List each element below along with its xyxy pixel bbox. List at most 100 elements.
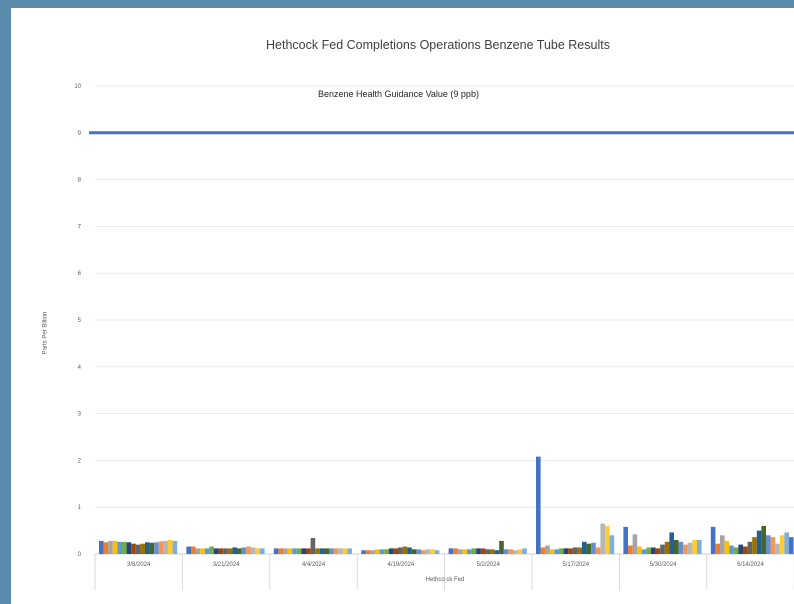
bar: [448, 548, 454, 554]
bar: [430, 549, 435, 554]
x-tick-label: 5/2/2024: [477, 562, 501, 568]
bar: [163, 540, 168, 554]
bar: [347, 548, 352, 554]
bar: [246, 546, 251, 554]
bar: [480, 548, 486, 554]
bar: [789, 537, 794, 554]
bar: [333, 548, 339, 554]
bar: [388, 548, 394, 554]
bar: [609, 535, 615, 554]
bar: [563, 548, 569, 554]
bar: [117, 541, 122, 554]
bar: [393, 548, 398, 554]
bar: [342, 548, 348, 554]
bar: [296, 548, 302, 554]
y-tick-label: 6: [78, 271, 82, 277]
bar: [770, 537, 776, 554]
bar: [186, 546, 191, 554]
bar: [329, 548, 334, 554]
bar: [623, 526, 628, 554]
bar: [218, 548, 224, 554]
bar: [697, 539, 702, 554]
bar: [733, 547, 739, 554]
bar: [605, 525, 610, 554]
bar: [324, 548, 329, 554]
x-axis-label: Hethco ck Fed: [425, 577, 465, 583]
y-axis-label: Parts Per Billion: [42, 311, 49, 355]
bar: [425, 549, 431, 554]
bar: [306, 548, 311, 554]
bar: [283, 548, 288, 554]
bar: [379, 549, 385, 554]
bar: [766, 535, 771, 554]
bar: [628, 545, 633, 554]
bar: [204, 548, 210, 554]
bar: [209, 546, 214, 554]
bar: [172, 540, 178, 554]
y-tick-label: 0: [78, 552, 82, 558]
y-tick-label: 1: [78, 505, 82, 511]
bar: [545, 545, 550, 554]
bar: [195, 548, 201, 554]
bar: [724, 540, 730, 554]
bar: [278, 548, 283, 554]
bar: [517, 549, 523, 554]
bar: [131, 543, 136, 554]
bar: [485, 549, 490, 554]
bar: [241, 547, 247, 554]
bar: [678, 541, 684, 554]
bar: [586, 543, 592, 554]
bar: [747, 541, 753, 554]
chart-title: Hethcock Fed Completions Operations Benz…: [266, 38, 610, 52]
bar: [310, 538, 316, 554]
bar: [250, 547, 256, 554]
reference-line-label: Benzene Health Guidance Value (9 ppb): [318, 89, 479, 99]
bar: [260, 548, 265, 554]
y-tick-label: 5: [78, 318, 82, 324]
bar: [669, 532, 674, 554]
bar: [292, 548, 297, 554]
x-tick-label: 5/30/2024: [650, 562, 677, 568]
bar: [738, 544, 743, 554]
y-tick-label: 9: [78, 131, 82, 137]
bar: [140, 543, 145, 554]
bar: [720, 535, 725, 554]
bar: [471, 548, 477, 554]
bar: [692, 539, 697, 554]
bar: [503, 549, 509, 554]
bar: [319, 548, 325, 554]
bar: [775, 543, 780, 554]
y-tick-label: 3: [78, 412, 82, 418]
bar: [214, 548, 219, 554]
bar: [103, 542, 109, 554]
bar: [582, 541, 587, 554]
bar: [761, 525, 766, 554]
bar: [577, 547, 582, 554]
bar: [540, 547, 546, 554]
bar: [743, 546, 748, 554]
bar: [232, 547, 237, 554]
bar: [255, 548, 260, 554]
bar: [112, 540, 118, 554]
bar: [154, 542, 159, 554]
bar: [572, 547, 578, 554]
y-tick-label: 8: [78, 178, 82, 184]
bar: [641, 549, 647, 554]
bar: [158, 541, 164, 554]
bar: [365, 550, 371, 554]
bar: [434, 550, 440, 554]
bar: [664, 541, 670, 554]
bar: [637, 546, 642, 554]
bar: [287, 548, 293, 554]
bar: [315, 548, 320, 554]
x-tick-label: 4/19/2024: [388, 562, 415, 568]
bar: [660, 544, 665, 554]
bar: [674, 539, 679, 554]
bar: [453, 548, 458, 554]
bar: [549, 549, 555, 554]
y-tick-label: 2: [78, 458, 82, 464]
bar: [421, 550, 426, 554]
bar: [301, 548, 306, 554]
bar: [126, 542, 132, 554]
bar: [559, 548, 564, 554]
